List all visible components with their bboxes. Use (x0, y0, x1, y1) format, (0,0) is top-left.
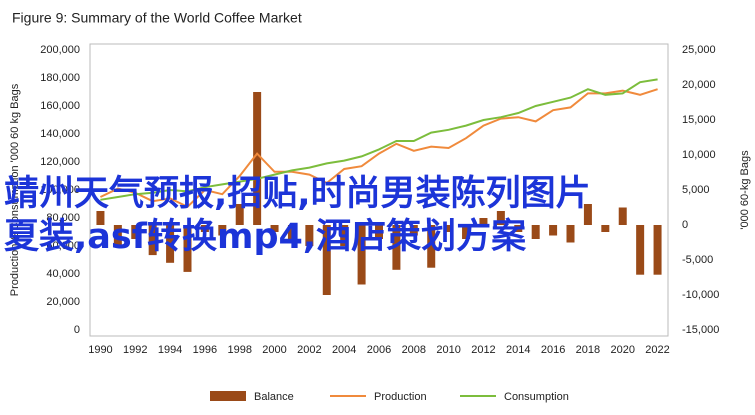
bar (200, 225, 209, 232)
line (99, 88, 658, 209)
bar (636, 225, 645, 275)
line (100, 78, 658, 201)
x-tick-label: 1996 (193, 344, 217, 356)
bar (601, 225, 610, 232)
bar (549, 225, 558, 236)
bar (409, 225, 418, 236)
bar (340, 225, 349, 246)
x-tick-label: 2000 (262, 344, 286, 356)
x-tick-label: 2006 (367, 344, 391, 356)
bar (96, 211, 105, 225)
bar (148, 225, 157, 256)
bar (235, 204, 244, 225)
bar (375, 225, 383, 239)
y-tick-label: 160,000 (40, 100, 80, 112)
y2-tick-label: -10,000 (682, 289, 719, 301)
bar (444, 225, 453, 232)
y-axis-label: Production & Consumption '000 60 kg Bags (9, 83, 21, 296)
y-tick-label: 60,000 (46, 240, 80, 252)
legend-label: Balance (254, 391, 294, 403)
bar (113, 225, 122, 246)
bar (566, 225, 575, 243)
y2-tick-label: 5,000 (682, 184, 710, 196)
chart-title: Figure 9: Summary of the World Coffee Ma… (12, 10, 302, 26)
y-tick-label: 80,000 (46, 212, 80, 224)
y2-tick-label: -5,000 (682, 254, 713, 266)
bar (287, 225, 296, 239)
y-tick-label: 0 (74, 324, 80, 336)
y2-tick-label: 20,000 (682, 79, 716, 91)
bar (183, 225, 192, 272)
y-tick-label: 180,000 (40, 72, 80, 84)
bar (514, 225, 523, 232)
x-tick-label: 2008 (402, 344, 426, 356)
bar (322, 225, 331, 295)
legend-swatch (210, 391, 246, 401)
legend-label: Consumption (504, 391, 569, 403)
y-tick-label: 120,000 (40, 156, 80, 168)
x-tick-label: 2004 (332, 344, 356, 356)
bar (253, 92, 262, 225)
x-tick-label: 2014 (506, 344, 530, 356)
y-tick-label: 200,000 (40, 44, 80, 56)
bar (496, 211, 505, 225)
bar (531, 225, 540, 239)
y-tick-label: 20,000 (46, 296, 80, 308)
bar (218, 225, 227, 236)
bar (427, 225, 436, 268)
x-tick-label: 1992 (123, 344, 147, 356)
y2-tick-label: 15,000 (682, 114, 716, 126)
bar (166, 225, 175, 263)
y2-axis-label: '000 60-kg Bags (739, 150, 751, 230)
bar (653, 225, 662, 275)
x-tick-label: 2002 (297, 344, 321, 356)
x-tick-label: 2010 (436, 344, 460, 356)
x-tick-label: 2022 (645, 344, 669, 356)
x-tick-label: 2016 (541, 344, 565, 356)
bar (131, 225, 140, 239)
x-tick-label: 2020 (610, 344, 634, 356)
x-tick-label: 1994 (158, 344, 182, 356)
bar (583, 204, 592, 225)
bar (270, 225, 279, 232)
bar (618, 207, 627, 225)
bar (357, 225, 366, 285)
x-tick-label: 2018 (576, 344, 600, 356)
bar (392, 225, 401, 270)
overlay-text: 靖州天气预报,招贴,时尚男装陈列图片 (4, 174, 591, 214)
y-tick-label: 140,000 (40, 128, 80, 140)
y2-tick-label: -15,000 (682, 324, 719, 336)
y-tick-label: 100,000 (40, 184, 80, 196)
y2-tick-label: 0 (682, 219, 688, 231)
y2-tick-label: 25,000 (682, 44, 716, 56)
x-tick-label: 2012 (471, 344, 495, 356)
y-tick-label: 40,000 (46, 268, 80, 280)
x-tick-label: 1990 (88, 344, 112, 356)
bar (462, 225, 471, 239)
legend-label: Production (374, 391, 427, 403)
x-tick-label: 1998 (227, 344, 251, 356)
bar (479, 218, 488, 225)
plot-frame (89, 43, 669, 337)
bar (305, 225, 314, 246)
y2-tick-label: 10,000 (682, 149, 716, 161)
overlay-text: 夏装,asf转换mp4,酒店策划方案 (4, 217, 527, 257)
